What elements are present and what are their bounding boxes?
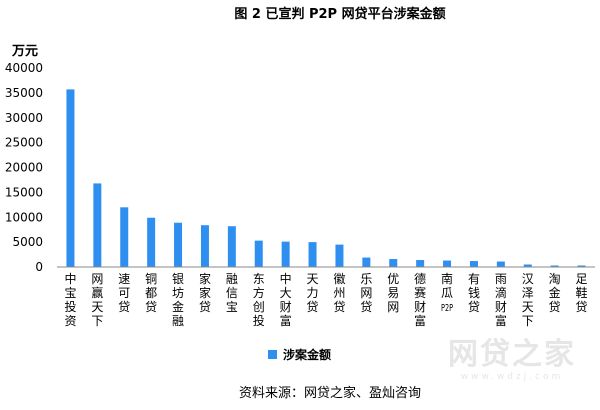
- y-tick-label: 40000: [5, 61, 43, 75]
- x-tick-label: 家家贷: [199, 271, 211, 314]
- y-axis-unit-label: 万元: [11, 44, 38, 59]
- x-tick-label: 东方创投: [253, 272, 265, 328]
- y-tick-label: 5000: [12, 235, 43, 249]
- bar: [200, 225, 209, 267]
- bar: [550, 265, 559, 267]
- bar: [362, 257, 371, 267]
- x-tick-label: 银坊金融: [172, 272, 184, 328]
- x-tick-label: 足鞋贷: [576, 272, 588, 314]
- bar: [308, 242, 317, 267]
- y-tick-label: 25000: [5, 136, 43, 150]
- y-tick-label: 35000: [5, 86, 43, 100]
- bar: [335, 244, 344, 267]
- bar: [281, 241, 290, 267]
- x-tick-label: 中大财富: [280, 271, 292, 328]
- x-tick-label: 有钱贷: [468, 272, 480, 314]
- bar: [120, 207, 129, 267]
- bars: [66, 89, 586, 267]
- bar: [496, 261, 505, 267]
- x-tick-label: 乐网贷: [360, 272, 372, 314]
- y-axis: 0 5000 10000 15000 20000 25000 30000 35000 40000: [5, 61, 43, 274]
- x-tick-label: 南瓜 P2P: [441, 271, 453, 314]
- bar: [254, 240, 263, 267]
- chart-title: 图 2 已宣判 P2P 网贷平台涉案金额: [234, 6, 445, 22]
- x-tick-label: 速可贷: [118, 272, 130, 314]
- x-tick-label: 网赢天下: [91, 272, 103, 328]
- y-tick-label: 30000: [5, 111, 43, 125]
- bar: [147, 217, 156, 267]
- bar: [523, 264, 532, 267]
- bar: [227, 226, 236, 267]
- bar: [93, 183, 102, 267]
- x-tick-label: 徽州贷: [333, 271, 345, 314]
- bar: [443, 260, 452, 267]
- bar: [469, 261, 478, 267]
- legend-label: 涉案金额: [283, 347, 331, 362]
- y-tick-label: 10000: [5, 210, 43, 224]
- x-tick-label: 铜都贷: [145, 271, 157, 314]
- y-tick-label: 15000: [5, 185, 43, 199]
- legend: 涉案金额: [268, 347, 331, 362]
- x-tick-label: 优易网: [387, 272, 399, 314]
- bar: [577, 265, 586, 267]
- x-tick-label: 天力贷: [307, 272, 319, 314]
- bar: [416, 260, 425, 267]
- y-tick-label: 20000: [5, 161, 43, 175]
- x-tick-label: 汉泽天下: [522, 272, 534, 328]
- x-axis: 中宝投资 网赢天下 速可贷 铜都贷 银坊金融 家家贷 融信宝 东方创投 中大财富 天力贷 徽州贷 乐网…: [64, 271, 587, 328]
- bar: [389, 259, 398, 267]
- legend-swatch: [268, 350, 277, 359]
- x-tick-label: 雨滴财富: [495, 272, 507, 328]
- bar: [174, 222, 183, 267]
- x-tick-label: 德赛财富: [414, 271, 426, 328]
- x-tick-label: 中宝投资: [64, 271, 76, 328]
- source-note: 资料来源：网贷之家、盈灿咨询: [239, 385, 421, 401]
- x-tick-label: 融信宝: [226, 272, 238, 314]
- x-tick-label: 淘金贷: [549, 272, 561, 314]
- y-tick-label: 0: [35, 260, 43, 274]
- bar: [66, 89, 75, 267]
